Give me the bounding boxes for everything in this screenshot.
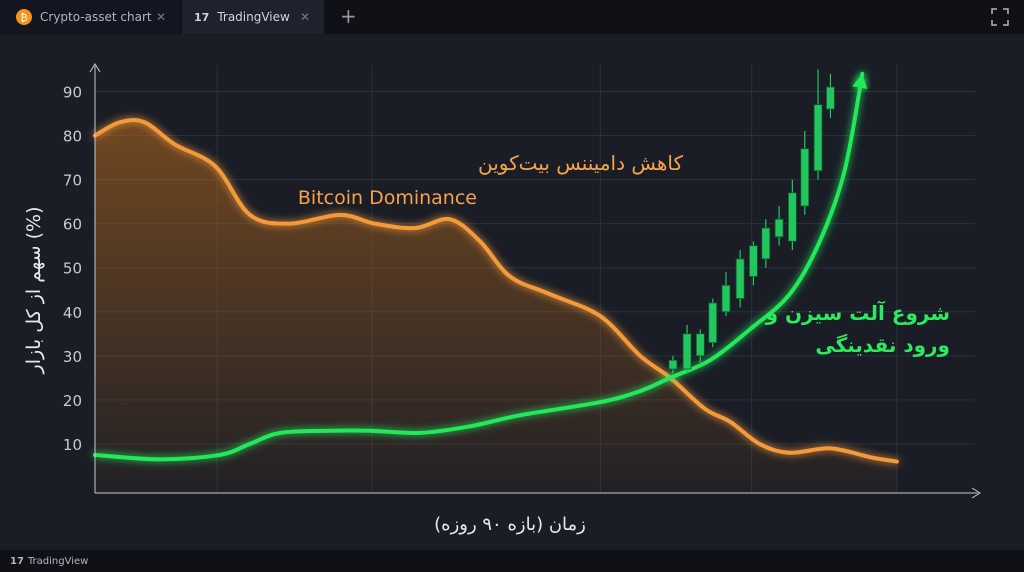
y-tick-label: 10 (63, 436, 82, 454)
close-icon[interactable]: ✕ (299, 10, 310, 24)
y-axis-arrow (89, 63, 101, 73)
tab-bar: ₿ Crypto-asset chart ✕ 𝟭𝟳 TradingView ✕ … (0, 0, 1024, 34)
tv-logo: 𝟭𝟳 (10, 555, 24, 567)
tab-label: Crypto-asset chart (40, 10, 152, 24)
candle-body (668, 359, 678, 370)
candle-body (695, 333, 705, 357)
candle-body (721, 284, 731, 313)
candle-body (826, 86, 835, 110)
y-tick-label: 30 (63, 348, 82, 366)
x-axis-arrow (971, 487, 981, 499)
line (93, 118, 899, 464)
line (93, 71, 865, 462)
annotation: شروع آلت سیزن و (765, 300, 950, 325)
y-tick-label: 80 (63, 128, 82, 146)
y-tick-label: 70 (63, 172, 82, 190)
chart: 10 20 30 40 50 60 70 80 90 کاهش دامیننس بیت‌کوین… (0, 34, 1024, 550)
tab[interactable]: ₿ Crypto-asset chart ✕ (0, 0, 180, 34)
y-axis-label: سهم از کل بازار (%) (23, 207, 45, 375)
candle-body (800, 148, 810, 207)
tv-logo: 𝟭𝟳 (194, 10, 210, 24)
area-fill (95, 120, 897, 493)
tab-label: TradingView (217, 10, 290, 24)
new-tab[interactable]: + (340, 4, 357, 28)
y-tick-label: 40 (63, 304, 82, 322)
bitcoin-icon: ₿ (16, 9, 32, 25)
candle-body (682, 333, 692, 370)
y-tick-label: 90 (63, 83, 82, 101)
y-tick-label: 20 (63, 392, 82, 410)
footer-label: TradingView (27, 555, 89, 567)
candle-body (787, 192, 797, 242)
svg-text:₿: ₿ (20, 12, 27, 24)
y-tick-label: 60 (63, 216, 82, 234)
fullscreen[interactable] (990, 7, 1010, 27)
x-axis-label: زمان (بازه ۹۰ روزه) (434, 514, 586, 535)
arrow-head (852, 73, 868, 90)
tab[interactable]: 𝟭𝟳 TradingView ✕ (182, 0, 324, 34)
annotation: ورود نقدینگی (815, 333, 950, 357)
annotation: Bitcoin Dominance (298, 187, 477, 209)
candle-body (749, 245, 758, 277)
y-tick-label: 50 (63, 260, 82, 278)
footer: 𝟭𝟳 TradingView (0, 550, 1024, 572)
candle-body (761, 227, 771, 260)
close-icon[interactable]: ✕ (155, 10, 166, 24)
annotation: کاهش دامیننس بیت‌کوین (478, 151, 684, 175)
candle-body (708, 302, 718, 343)
candle-body (774, 218, 784, 238)
candle-body (735, 258, 745, 299)
candle-body (813, 104, 823, 172)
